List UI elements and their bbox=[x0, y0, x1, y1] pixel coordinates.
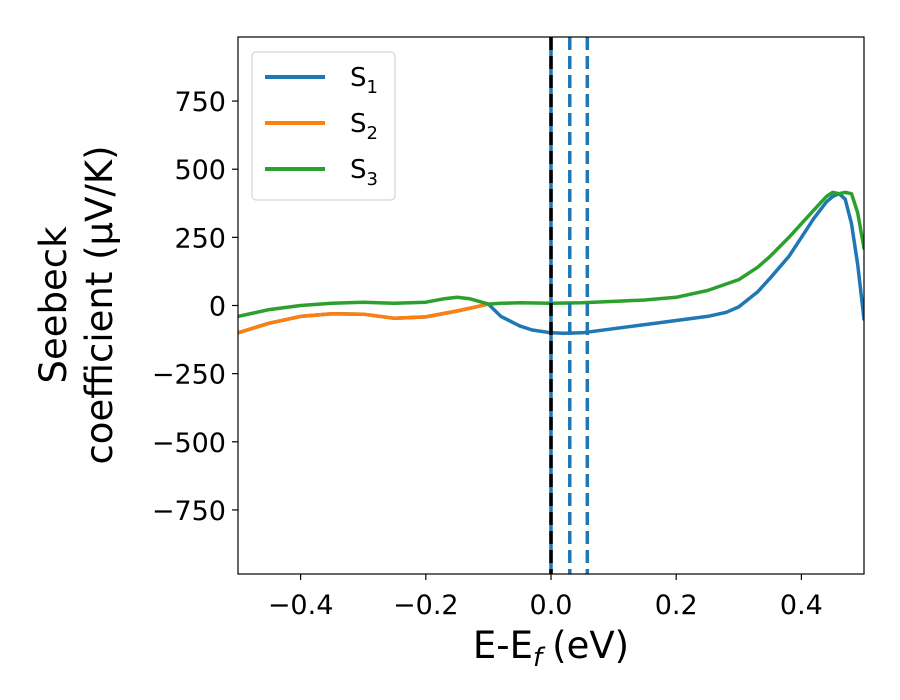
y-axis-label: Seebeck coefficient (μV/K) bbox=[32, 145, 121, 464]
legend: S1 S2 S3 bbox=[251, 51, 396, 201]
legend-label-s1: S1 bbox=[350, 63, 378, 98]
series-line-s2 bbox=[238, 302, 491, 335]
y-axis-label-line2: coefficient (μV/K) bbox=[78, 145, 121, 464]
x-tick-label: −0.2 bbox=[393, 590, 459, 621]
series-line-s3 bbox=[238, 190, 864, 319]
y-axis-ticks: −750 −500 −250 0 250 500 750 bbox=[152, 87, 238, 527]
y-axis-label-line1: Seebeck bbox=[32, 226, 75, 384]
series-layer bbox=[238, 190, 864, 336]
y-tick-label: −500 bbox=[152, 428, 226, 459]
x-axis-ticks: −0.4 −0.2 0.0 0.2 0.4 bbox=[268, 574, 823, 621]
x-tick-label: −0.4 bbox=[268, 590, 334, 621]
legend-label-s3: S3 bbox=[350, 155, 378, 190]
legend-box bbox=[251, 51, 396, 201]
x-tick-label: 0.0 bbox=[530, 590, 573, 621]
vline-layer bbox=[549, 37, 590, 574]
x-tick-label: 0.4 bbox=[780, 590, 823, 621]
x-axis-label: E-Ef (eV) bbox=[473, 624, 629, 673]
y-tick-label: 0 bbox=[209, 292, 226, 323]
y-tick-label: −750 bbox=[152, 496, 226, 527]
legend-label-s2: S2 bbox=[350, 109, 378, 144]
x-tick-label: 0.2 bbox=[655, 590, 698, 621]
y-tick-label: 500 bbox=[174, 155, 226, 186]
y-tick-label: 750 bbox=[174, 87, 226, 118]
y-tick-label: 250 bbox=[174, 223, 226, 254]
y-tick-label: −250 bbox=[152, 360, 226, 391]
